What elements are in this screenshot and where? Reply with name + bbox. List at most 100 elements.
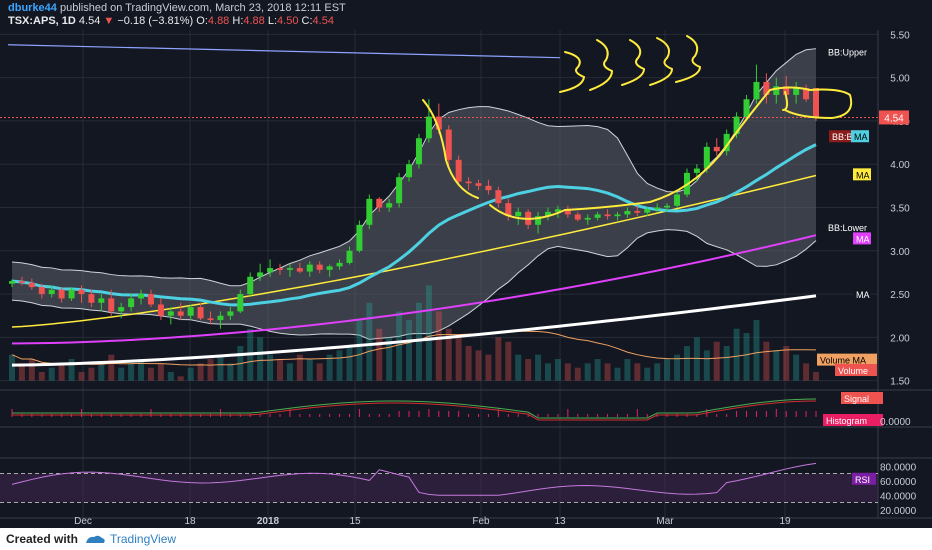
author-link[interactable]: dburke44 — [8, 2, 57, 14]
publish-line: dburke44 published on TradingView.com, M… — [8, 2, 346, 14]
ma-yellow-label-bg — [853, 168, 871, 181]
candle-body — [336, 262, 343, 267]
volume-bar — [376, 328, 383, 381]
candle-body — [783, 86, 790, 95]
volume-bar — [723, 346, 730, 381]
rsi-axis-label: 60.0000 — [880, 477, 917, 488]
candle-body — [167, 311, 174, 316]
candle-body — [118, 307, 125, 312]
ma-white-label: MA — [856, 290, 870, 300]
ma-magenta-label: MA — [856, 234, 870, 244]
candle-body — [157, 304, 164, 316]
tradingview-brand[interactable]: TradingView — [110, 532, 177, 546]
volume-bar — [58, 363, 65, 381]
candle-body — [564, 209, 571, 215]
open-label: O: — [196, 15, 208, 27]
candle-body — [753, 81, 760, 100]
footer-bar: Created with TradingView — [0, 528, 932, 550]
volume-bar — [455, 337, 462, 381]
volume-bar — [654, 363, 661, 381]
volume-bar — [813, 372, 819, 381]
bb-basis-label: BB:B — [832, 132, 853, 142]
candle-body — [674, 194, 681, 206]
volume-bar — [415, 302, 422, 381]
published-text: published on TradingView.com, March 23, … — [59, 2, 346, 14]
price-change: −0.18 (−3.81%) — [117, 15, 194, 27]
ma-magenta-label-bg — [853, 232, 871, 245]
volume-bar — [28, 359, 35, 381]
bb-lower-label: BB:Lower — [828, 223, 867, 233]
volume-bar — [277, 359, 283, 381]
volume-bar — [217, 354, 224, 381]
time-axis-label: 15 — [349, 516, 361, 527]
price-chart[interactable]: 5.505.004.504.003.503.002.502.001.504.54… — [0, 30, 932, 528]
candle-body — [346, 250, 353, 263]
volume-bar — [138, 359, 145, 381]
bb-lower-label-bg — [825, 221, 879, 234]
volume-bar — [445, 328, 452, 381]
trend-line — [7, 44, 561, 59]
volume-bar — [296, 354, 303, 381]
candle-body — [763, 81, 770, 95]
candle-body — [286, 268, 293, 270]
last-price-tag — [879, 110, 909, 125]
created-with-text: Created with — [6, 532, 79, 546]
time-axis-label: 2018 — [257, 516, 280, 527]
candle-body — [28, 282, 35, 288]
rsi-label-bg — [852, 472, 876, 485]
candle-body — [108, 298, 115, 312]
candle-body — [614, 214, 621, 217]
volume-bar — [386, 337, 393, 381]
candle-body — [98, 298, 105, 303]
ma-cyan-label-bg — [851, 130, 869, 143]
candle-body — [9, 281, 15, 284]
candle-body — [545, 211, 551, 217]
volume-bar — [763, 341, 770, 381]
candle-body — [574, 214, 581, 220]
bollinger-upper-line — [11, 48, 817, 287]
hand-drawn-mark — [589, 39, 614, 91]
candle-body — [505, 203, 512, 217]
volume-bar — [614, 367, 621, 381]
low-label: L: — [267, 15, 278, 27]
volume-bar — [773, 350, 780, 381]
hand-drawn-mark — [559, 51, 586, 93]
volume-bar — [733, 328, 740, 381]
volume-bar — [306, 359, 313, 381]
volume-bar — [316, 363, 323, 381]
candle-body — [48, 289, 55, 295]
candle-body — [624, 210, 631, 215]
price-axis-label: 2.50 — [890, 290, 910, 301]
candle-body — [58, 289, 65, 299]
volume-bar — [594, 359, 601, 381]
price-axis-label: 3.00 — [890, 247, 910, 258]
hand-drawn-curve — [782, 91, 789, 111]
hand-drawn-mark — [621, 39, 646, 86]
candle-body — [217, 315, 224, 321]
volume-bar — [18, 363, 25, 381]
volume-bar — [9, 354, 15, 381]
symbol-line: TSX:APS, 1D 4.54 ▼ −0.18 (−3.81%) O:4.88… — [8, 15, 334, 27]
hand-drawn-mark — [649, 37, 674, 86]
macd-signal-label-bg — [841, 392, 883, 404]
volume-bar — [783, 346, 790, 381]
volume-bar — [48, 367, 55, 381]
close-value: 4.54 — [312, 15, 334, 27]
volume-bar — [554, 359, 561, 381]
candle-body — [187, 307, 194, 316]
candle-body — [664, 205, 671, 208]
last-price-tag-text: 4.54 — [884, 113, 904, 124]
candle-body — [296, 268, 303, 272]
volume-bar — [78, 372, 85, 381]
price-axis-label: 5.50 — [890, 30, 910, 41]
time-axis-label: 18 — [184, 516, 196, 527]
candle-body — [634, 210, 641, 213]
rsi-axis-label: 40.0000 — [880, 491, 917, 502]
volume-bar — [38, 372, 45, 381]
macd-histogram-label-bg — [823, 414, 883, 426]
candle-body — [713, 146, 720, 152]
candle-body — [237, 294, 244, 312]
candle-body — [803, 88, 810, 100]
volume-bar — [366, 302, 373, 381]
ma-magenta-line — [11, 234, 817, 345]
